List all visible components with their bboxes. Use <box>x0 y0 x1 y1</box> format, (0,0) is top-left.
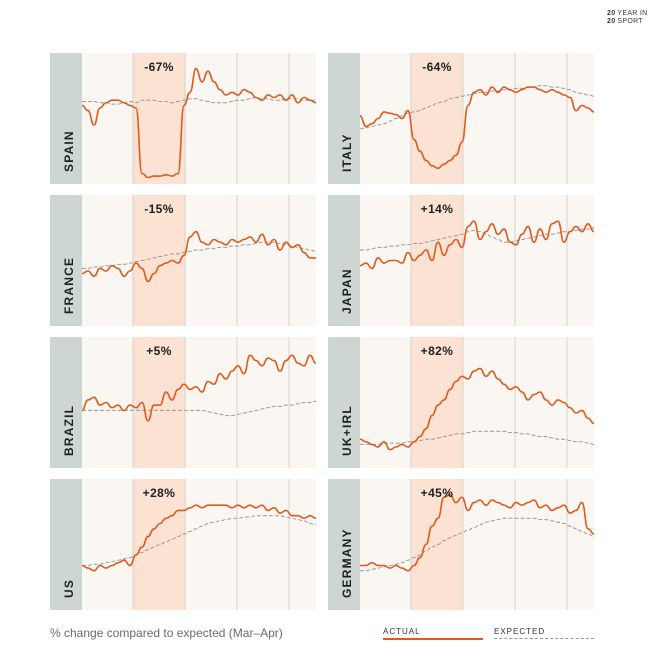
highlight-period <box>133 53 185 184</box>
change-percent-label: +5% <box>146 344 172 358</box>
legend-actual-label: ACTUAL <box>383 627 421 636</box>
change-percent-label: -67% <box>144 60 174 74</box>
expected-series-line <box>81 96 316 105</box>
brand-text-2: SPORT <box>617 18 643 25</box>
expected-series-line <box>81 400 317 417</box>
actual-series-line <box>359 86 595 170</box>
plot-background <box>82 195 316 326</box>
legend-expected-swatch <box>494 638 594 639</box>
actual-series-line <box>360 493 595 572</box>
panel-brazil: BRAZIL +5% <box>50 337 317 468</box>
country-label-bar <box>328 195 360 326</box>
country-label-bar <box>50 53 82 184</box>
plot-area <box>359 337 595 468</box>
change-percent-label: +82% <box>420 344 454 358</box>
plot-area <box>81 337 317 468</box>
expected-series-line <box>360 517 595 572</box>
country-label-bar <box>50 195 82 326</box>
brand-num-1: 20 <box>607 10 616 17</box>
panel-uk-irl: UK+IRL +82% <box>328 337 595 468</box>
country-label: US <box>62 578 76 598</box>
change-percent-label: +28% <box>142 486 176 500</box>
country-label-bar <box>50 337 82 468</box>
expected-series-line <box>82 515 317 566</box>
change-percent-label: +45% <box>420 486 454 500</box>
brand-text-1: YEAR IN <box>617 10 648 17</box>
country-label: JAPAN <box>340 268 354 314</box>
panel-italy: ITALY -64% <box>328 53 595 184</box>
highlight-period <box>411 53 463 184</box>
change-percent-label: -15% <box>144 202 174 216</box>
panel-spain: SPAIN -67% <box>50 53 317 184</box>
expected-series-line <box>359 85 595 130</box>
plot-background <box>360 53 594 184</box>
chart-caption: % change compared to expected (Mar–Apr) <box>50 626 283 640</box>
plot-background <box>360 195 594 326</box>
legend-actual: ACTUAL <box>383 627 483 640</box>
actual-series-line <box>81 230 316 283</box>
panel-japan: JAPAN +14% <box>328 195 595 326</box>
country-label: SPAIN <box>62 130 76 172</box>
brand-num-2: 20 <box>607 18 616 25</box>
country-label-bar <box>50 479 82 610</box>
country-label: ITALY <box>340 133 354 172</box>
country-label-bar <box>328 337 360 468</box>
panel-germany: GERMANY +45% <box>328 479 595 610</box>
plot-area <box>359 53 595 184</box>
plot-background <box>82 337 316 468</box>
highlight-period <box>411 337 463 468</box>
plot-area <box>360 479 595 610</box>
country-label-bar <box>328 479 360 610</box>
actual-series-line <box>81 504 317 572</box>
country-label: FRANCE <box>62 256 76 314</box>
plot-background <box>360 479 594 610</box>
country-label: UK+IRL <box>340 405 354 456</box>
actual-series-line <box>359 367 595 451</box>
panel-us: US +28% <box>50 479 317 610</box>
change-percent-label: -64% <box>422 60 452 74</box>
expected-series-line <box>81 241 317 269</box>
legend-expected: EXPECTED <box>494 627 594 639</box>
country-label-bar <box>328 53 360 184</box>
expected-series-line <box>359 430 595 445</box>
brand-logo: 20 YEAR IN 20 SPORT <box>607 10 648 26</box>
actual-series-line <box>81 67 317 179</box>
change-percent-label: +14% <box>420 202 454 216</box>
expected-series-line <box>360 227 595 251</box>
plot-area <box>81 479 317 610</box>
plot-area <box>81 53 317 184</box>
highlight-period <box>411 195 463 326</box>
plot-area <box>81 195 317 326</box>
country-label: GERMANY <box>340 528 354 598</box>
actual-series-line <box>81 354 317 422</box>
legend-expected-label: EXPECTED <box>494 627 546 636</box>
actual-series-line <box>359 220 595 270</box>
plot-background <box>82 479 316 610</box>
panel-france: FRANCE -15% <box>50 195 317 326</box>
country-label: BRAZIL <box>62 404 76 456</box>
plot-area <box>359 195 595 326</box>
legend-actual-swatch <box>383 638 483 640</box>
plot-background <box>360 337 594 468</box>
